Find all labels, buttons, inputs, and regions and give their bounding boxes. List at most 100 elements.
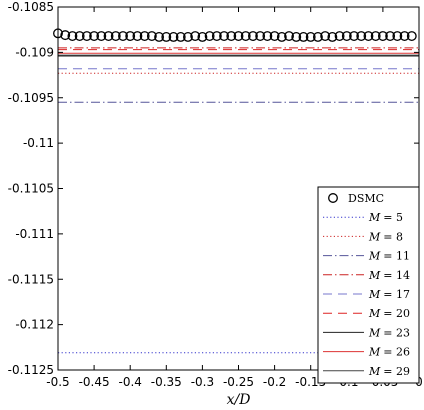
x-tick-label: -0.5 [46, 375, 69, 389]
x-axis-label: x/D [227, 392, 251, 408]
data-point [110, 31, 121, 41]
data-point [363, 31, 374, 41]
data-point [334, 31, 345, 41]
data-point [392, 31, 403, 41]
y-tick-label: -0.11 [23, 136, 54, 150]
legend-label-variable: M [368, 307, 381, 320]
legend-label: M = 26 [368, 346, 410, 359]
legend-label-value: = 29 [383, 365, 410, 378]
data-point [81, 31, 92, 41]
data-point [370, 31, 381, 41]
data-point [132, 31, 143, 41]
legend-label-value: = 5 [383, 211, 403, 224]
data-point [291, 31, 302, 42]
legend-label-value: = 20 [383, 307, 410, 320]
x-tick-label: -0.25 [223, 375, 254, 389]
legend-label-variable: M [368, 230, 381, 243]
data-point [320, 31, 331, 41]
legend-label: M = 14 [368, 269, 410, 282]
data-point [74, 31, 85, 41]
legend-label-variable: M [368, 365, 381, 378]
legend-marker [328, 193, 338, 203]
data-point [269, 31, 280, 41]
data-point [154, 31, 165, 42]
legend-label-variable: M [368, 211, 381, 224]
data-point [146, 31, 157, 41]
data-point [399, 31, 410, 41]
data-point [276, 31, 287, 42]
data-point [377, 31, 388, 41]
y-tick-label: -0.112 [15, 318, 54, 332]
data-point [262, 31, 273, 41]
data-point [103, 31, 114, 41]
ticks-layer: -0.5 -0.45 -0.4 -0.35 -0.3 -0.25 -0.2 -0.15-0.1… [8, 0, 423, 389]
data-point [247, 31, 258, 41]
y-tick-label: -0.1085 [8, 0, 54, 14]
data-point [96, 31, 107, 41]
legend-label-value: = 14 [383, 269, 410, 282]
data-point [219, 31, 230, 41]
data-point [233, 31, 244, 41]
y-tick-label: -0.1115 [8, 272, 54, 286]
data-point [341, 31, 352, 41]
data-point [89, 31, 100, 41]
series-dsmc [53, 28, 417, 42]
data-point [356, 31, 367, 41]
data-point [125, 31, 136, 41]
series-layer [53, 28, 419, 354]
legend-label-variable: M [368, 326, 381, 339]
x-tick-label: -0.2 [263, 375, 286, 389]
legend-label: M = 8 [368, 230, 403, 243]
legend-label-variable: M [368, 269, 381, 282]
data-point [183, 31, 193, 42]
data-point [197, 31, 208, 42]
data-point [255, 31, 266, 41]
x-tick-label: -0.45 [79, 375, 110, 389]
legend-label-value: = 11 [383, 250, 410, 263]
y-tick-label: -0.109 [15, 45, 54, 59]
legend-label-variable: M [368, 346, 381, 359]
legend-label-value: = 17 [383, 288, 410, 301]
data-point [226, 31, 237, 41]
data-point [211, 31, 222, 41]
data-point [385, 31, 396, 41]
legend-label-value: = 26 [383, 346, 410, 359]
legend-label-variable: M [368, 250, 381, 263]
data-point [312, 31, 323, 42]
legend-label: M = 29 [368, 365, 410, 378]
x-tick-label: -0.4 [118, 375, 141, 389]
x-tick-label: -0.3 [191, 375, 214, 389]
data-point [60, 30, 71, 41]
y-tick-label: -0.111 [15, 227, 54, 241]
data-point [118, 31, 128, 41]
legend-label-value: = 8 [383, 230, 403, 243]
data-point [190, 31, 201, 41]
data-point [168, 31, 179, 42]
y-tick-label: -0.1105 [8, 182, 54, 196]
legend-label: M = 11 [368, 250, 410, 263]
data-point [240, 31, 251, 41]
data-point [139, 31, 150, 41]
data-point [305, 31, 316, 42]
legend-label: M = 17 [368, 288, 410, 301]
y-tick-label: -0.1125 [8, 363, 54, 377]
y-tick-label: -0.1095 [8, 91, 54, 105]
data-point [327, 31, 338, 42]
legend-label-value: = 23 [383, 326, 410, 339]
data-point [175, 31, 186, 42]
legend-label-variable: M [368, 288, 381, 301]
legend-label: DSMC [348, 192, 384, 205]
legend-label: M = 20 [368, 307, 410, 320]
data-point [161, 31, 172, 42]
legend-label: M = 5 [368, 211, 403, 224]
data-point [204, 31, 215, 41]
legend-box [317, 186, 420, 384]
data-point [349, 31, 359, 41]
data-point [298, 31, 309, 42]
data-point [67, 31, 78, 41]
data-point [284, 31, 294, 41]
x-tick-label: -0.35 [151, 375, 182, 389]
data-point [406, 31, 417, 41]
